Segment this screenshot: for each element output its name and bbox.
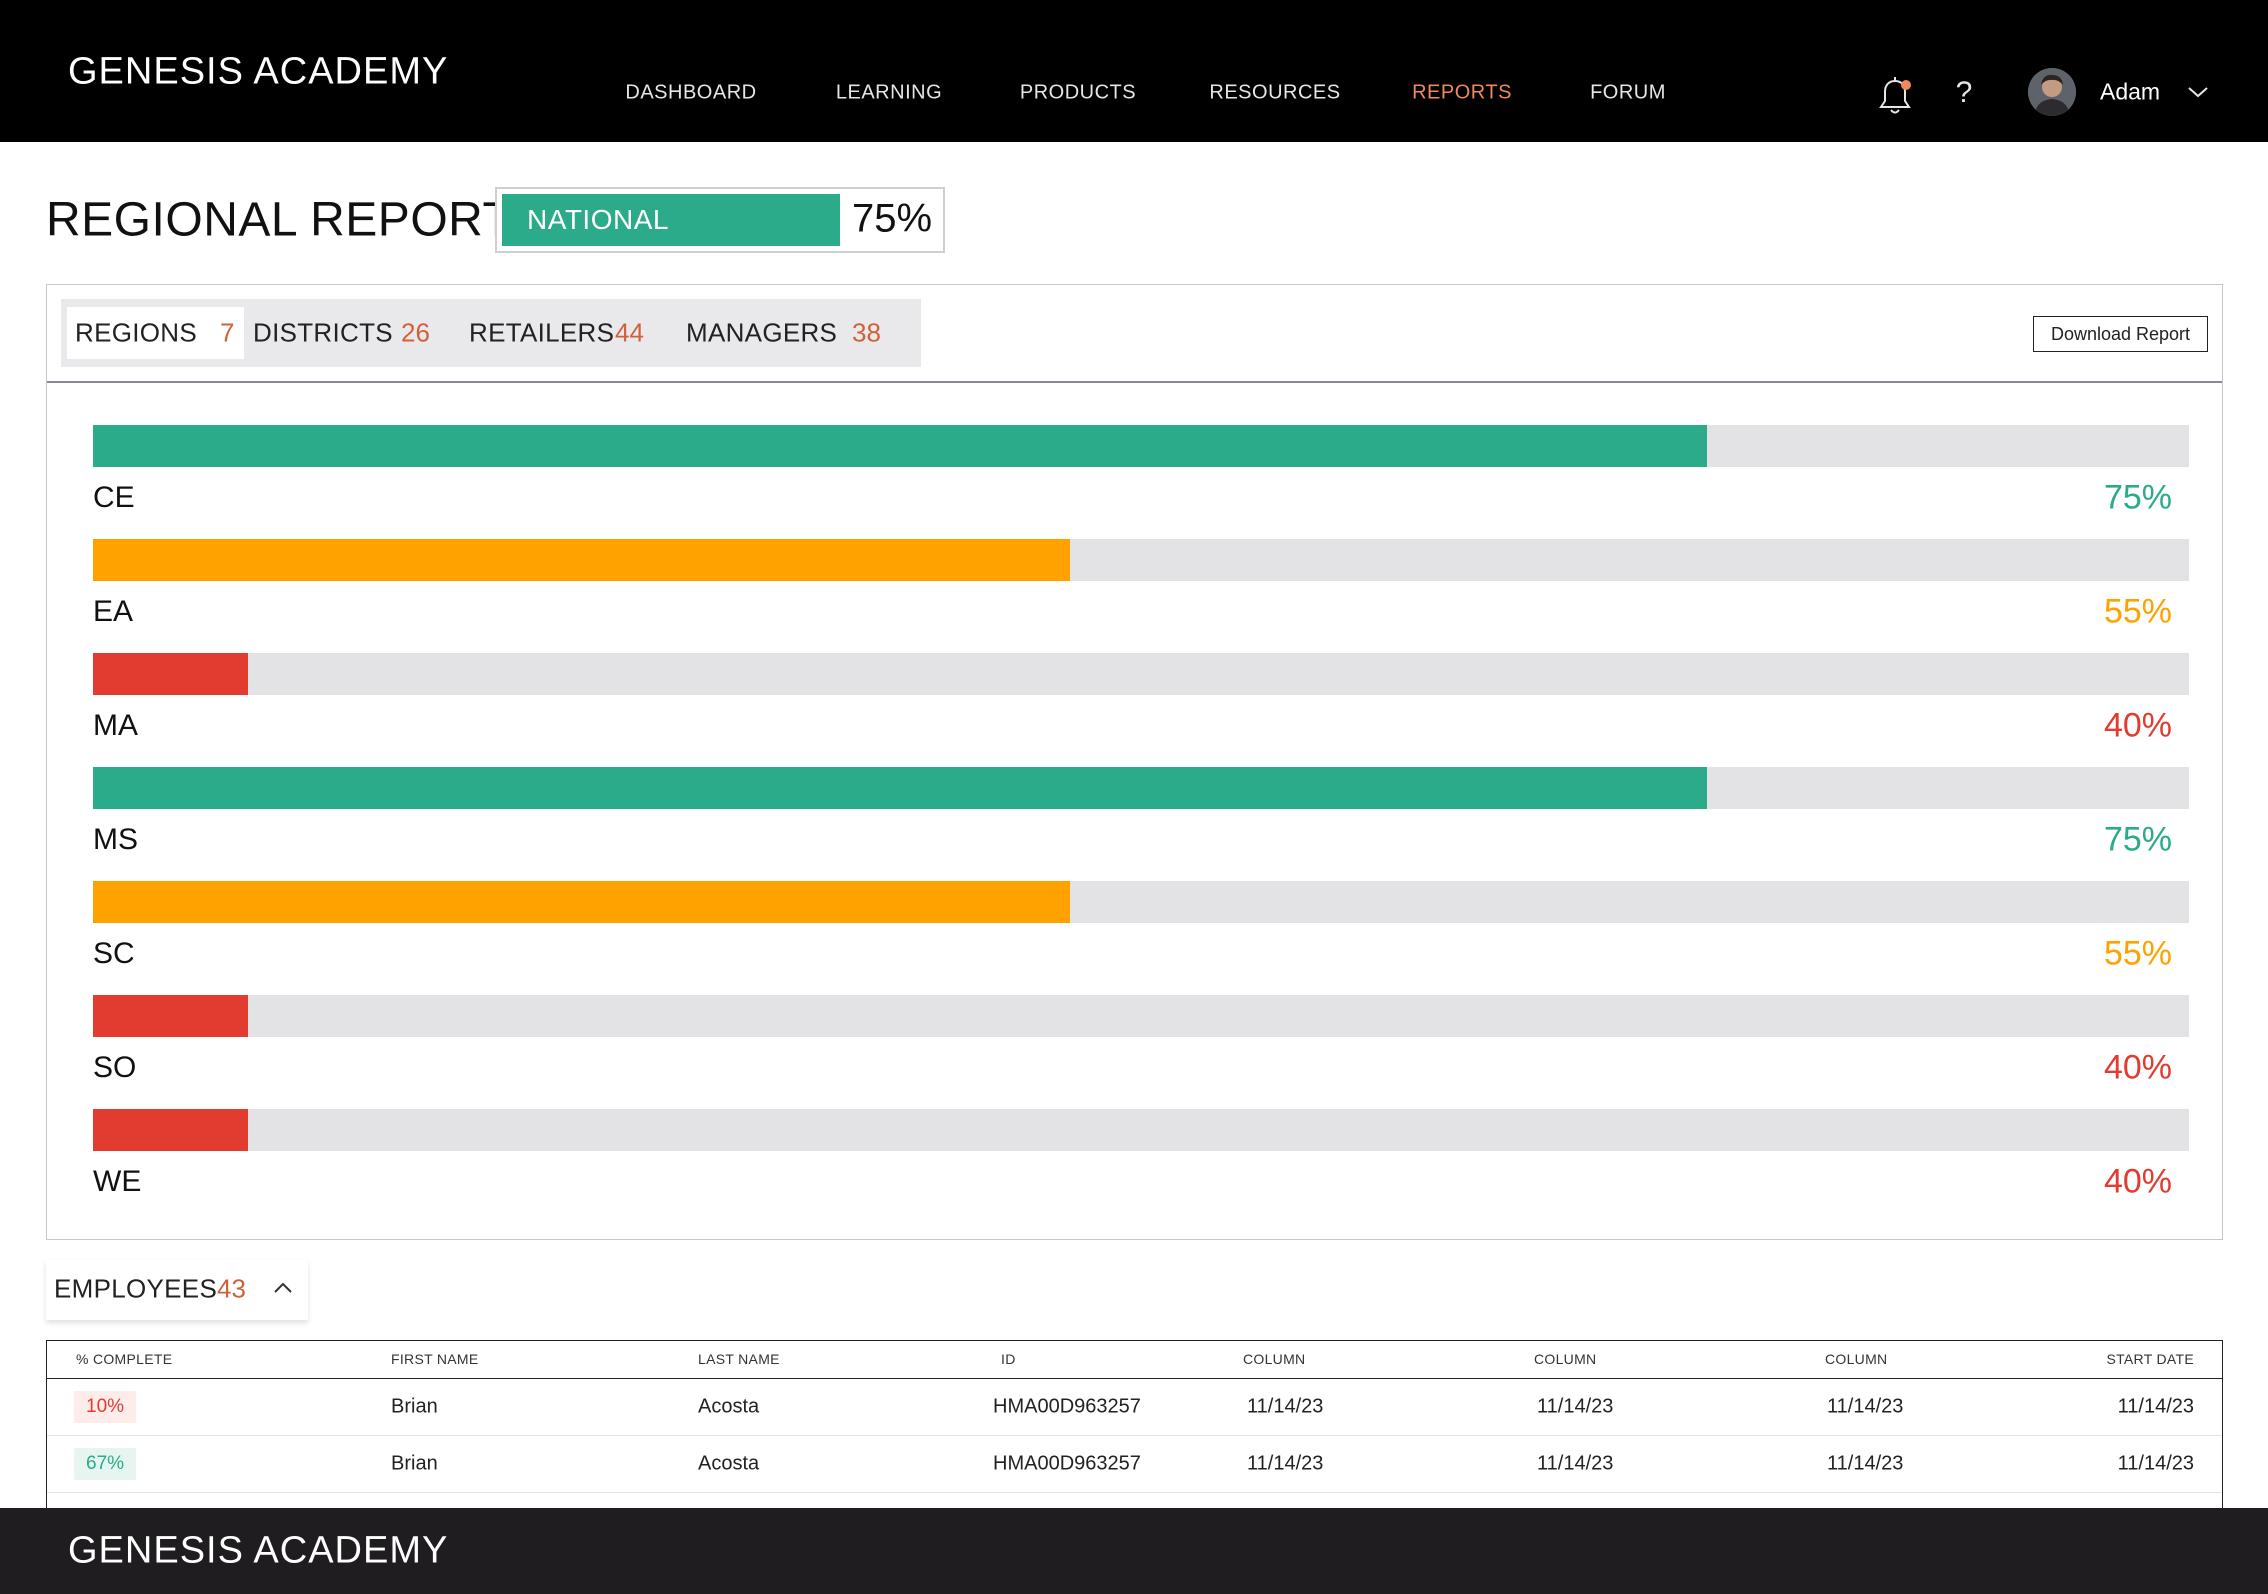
page-title: REGIONAL REPORT [46, 193, 513, 247]
table-cell: Brian [391, 1395, 438, 1418]
national-progress: NATIONAL 75% [495, 187, 945, 253]
region-percent: 40% [2103, 1048, 2172, 1087]
region-progress-fill [93, 767, 1707, 809]
table-cell: HMA00D963257 [993, 1452, 1141, 1475]
tab-managers[interactable]: MANAGERS 38 [686, 307, 906, 359]
table-cell: Acosta [698, 1452, 760, 1475]
region-progress-track [93, 1109, 2189, 1151]
region-name: MS [93, 823, 138, 856]
national-progress-fill [502, 194, 840, 246]
tab-count: 7 [220, 317, 235, 348]
table-cell: 11/14/23 [1827, 1452, 1904, 1475]
user-name[interactable]: Adam [2100, 78, 2161, 105]
chevron-down-icon[interactable] [2186, 84, 2210, 100]
tab-count: 26 [401, 317, 430, 348]
tab-count: 44 [615, 317, 644, 348]
region-percent: 75% [2103, 478, 2172, 517]
column-header[interactable]: FIRST NAME [391, 1351, 479, 1367]
footer: GENESIS ACADEMY [0, 1508, 2268, 1594]
notification-bell-icon[interactable] [1878, 76, 1912, 116]
table-cell: 11/14/23 [1537, 1395, 1614, 1418]
tab-regions[interactable]: REGIONS 7 [67, 307, 244, 359]
national-label: NATIONAL [527, 204, 669, 235]
region-progress-fill [93, 1109, 248, 1151]
region-name: WE [93, 1165, 142, 1198]
region-progress-track [93, 995, 2189, 1037]
nav-forum[interactable]: FORUM [1590, 81, 1666, 104]
region-name: EA [93, 595, 134, 628]
column-header[interactable]: COLUMN [1825, 1351, 1888, 1367]
region-name: SO [93, 1051, 137, 1084]
tab-label: DISTRICTS [253, 317, 393, 348]
brand-logo[interactable]: GENESIS ACADEMY [68, 50, 449, 93]
nav-resources[interactable]: RESOURCES [1209, 81, 1341, 104]
column-header[interactable]: ID [1001, 1351, 1016, 1367]
employees-toggle[interactable]: EMPLOYEES 43 [46, 1260, 308, 1320]
tab-label: REGIONS [75, 317, 198, 348]
table-cell: 11/14/23 [1537, 1452, 1614, 1475]
help-icon[interactable]: ? [1955, 76, 1973, 109]
region-progress-fill [93, 653, 248, 695]
region-name: MA [93, 709, 138, 742]
region-progress-track [93, 539, 2189, 581]
region-name: CE [93, 481, 135, 514]
table-row[interactable]: 10% Brian Acosta HMA00D963257 11/14/23 11/14/… [47, 1379, 2222, 1436]
tab-label: MANAGERS [686, 317, 838, 348]
chevron-up-icon[interactable] [271, 1280, 295, 1296]
table-header: % COMPLETE FIRST NAME LAST NAME ID COLUM… [47, 1341, 2222, 1379]
footer-brand[interactable]: GENESIS ACADEMY [68, 1529, 449, 1572]
tab-retailers[interactable]: RETAILERS 44 [469, 307, 659, 359]
national-value: 75% [852, 196, 933, 241]
user-avatar[interactable] [2028, 68, 2076, 116]
region-progress-track [93, 767, 2189, 809]
region-progress-fill [93, 425, 1707, 467]
table-cell: Acosta [698, 1395, 760, 1418]
region-percent: 55% [2103, 592, 2172, 631]
table-row[interactable]: 67% Brian Acosta HMA00D963257 11/14/23 11/14/… [47, 1436, 2222, 1493]
report-tabs: REGIONS 7 DISTRICTS 26 RETAILERS 44 MANA… [61, 299, 921, 367]
region-percent: 40% [2103, 1162, 2172, 1201]
percent-complete-badge: 10% [74, 1391, 137, 1423]
column-header[interactable]: COLUMN [1534, 1351, 1597, 1367]
region-name: SC [93, 937, 135, 970]
region-progress-track [93, 653, 2189, 695]
column-header[interactable]: START DATE [2106, 1351, 2194, 1367]
nav-dashboard[interactable]: DASHBOARD [625, 81, 757, 104]
nav-products[interactable]: PRODUCTS [1019, 81, 1137, 104]
table-cell: 11/14/23 [1247, 1395, 1324, 1418]
employees-label: EMPLOYEES [54, 1273, 218, 1304]
table-cell: 11/14/23 [2117, 1452, 2194, 1475]
column-header[interactable]: LAST NAME [698, 1351, 780, 1367]
download-report-button[interactable]: Download Report [2033, 316, 2208, 352]
tab-districts[interactable]: DISTRICTS 26 [253, 307, 453, 359]
region-progress-track [93, 425, 2189, 467]
table-cell: HMA00D963257 [993, 1395, 1141, 1418]
nav-reports[interactable]: REPORTS [1412, 81, 1512, 104]
regions-panel: REGIONS 7 DISTRICTS 26 RETAILERS 44 MANA… [46, 284, 2223, 1240]
percent-complete-badge: 67% [74, 1448, 137, 1480]
region-percent: 55% [2103, 934, 2172, 973]
tab-label: RETAILERS [469, 317, 615, 348]
employees-table: % COMPLETE FIRST NAME LAST NAME ID COLUM… [46, 1340, 2223, 1508]
panel-header: REGIONS 7 DISTRICTS 26 RETAILERS 44 MANA… [47, 285, 2222, 383]
tab-count: 38 [852, 317, 881, 348]
region-progress-track [93, 881, 2189, 923]
region-percent: 75% [2103, 820, 2172, 859]
table-cell: 11/14/23 [2117, 1395, 2194, 1418]
region-progress-fill [93, 539, 1070, 581]
employees-count: 43 [217, 1273, 246, 1304]
region-progress-fill [93, 995, 248, 1037]
table-cell: 11/14/23 [1827, 1395, 1904, 1418]
column-header[interactable]: COLUMN [1243, 1351, 1306, 1367]
nav-learning[interactable]: LEARNING [835, 81, 943, 104]
region-percent: 40% [2103, 706, 2172, 745]
top-navigation-bar: GENESIS ACADEMY DASHBOARD LEARNING PRODU… [0, 0, 2268, 142]
column-header[interactable]: % COMPLETE [76, 1351, 173, 1367]
region-progress-fill [93, 881, 1070, 923]
table-cell: 11/14/23 [1247, 1452, 1324, 1475]
table-cell: Brian [391, 1452, 438, 1475]
